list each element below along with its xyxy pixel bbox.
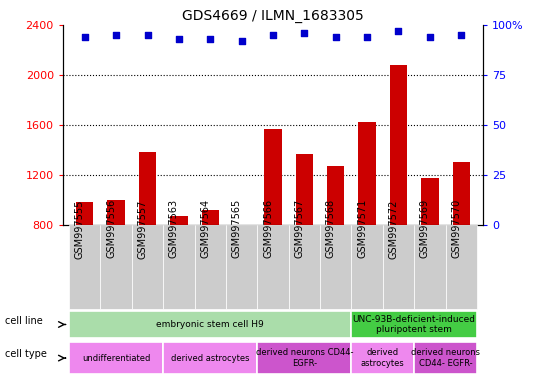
Bar [352,342,414,374]
Bar [327,166,345,225]
Text: GSM997570: GSM997570 [451,199,461,258]
Bar [201,210,219,225]
Bar [446,225,477,309]
Point [206,36,215,42]
Bar [257,342,352,374]
Text: derived neurons
CD44- EGFR-: derived neurons CD44- EGFR- [411,348,480,368]
Text: undifferentiated: undifferentiated [82,354,150,362]
Bar [320,225,352,309]
Point [238,38,246,44]
Bar [132,225,163,309]
Text: GSM997568: GSM997568 [326,199,336,258]
Bar [69,311,352,338]
Bar [453,162,470,225]
Bar [194,225,226,309]
Bar [100,225,132,309]
Text: embryonic stem cell H9: embryonic stem cell H9 [156,320,264,329]
Point [143,32,152,38]
Text: cell line: cell line [5,316,43,326]
Bar [163,225,194,309]
Text: GSM997565: GSM997565 [232,199,242,258]
Bar [170,216,187,225]
Bar [414,342,477,374]
Bar [257,225,289,309]
Bar [296,154,313,225]
Bar [139,152,156,225]
Text: derived
astrocytes: derived astrocytes [361,348,405,368]
Title: GDS4669 / ILMN_1683305: GDS4669 / ILMN_1683305 [182,8,364,23]
Text: GSM997567: GSM997567 [294,199,304,258]
Bar [414,225,446,309]
Text: UNC-93B-deficient-induced
pluripotent stem: UNC-93B-deficient-induced pluripotent st… [353,315,476,334]
Text: GSM997572: GSM997572 [389,199,399,258]
Text: GSM997569: GSM997569 [420,199,430,258]
Text: GSM997555: GSM997555 [75,199,85,258]
Point [300,30,308,36]
Point [269,32,277,38]
Text: GSM997557: GSM997557 [138,199,147,258]
Bar [264,129,282,225]
Point [363,34,371,40]
Point [425,34,434,40]
Bar [359,122,376,225]
Point [394,28,403,34]
Bar [422,179,438,225]
Text: derived astrocytes: derived astrocytes [171,354,250,362]
Bar [289,225,320,309]
Bar [163,342,257,374]
Text: GSM997566: GSM997566 [263,199,273,258]
Bar [226,225,257,309]
Text: GSM997571: GSM997571 [357,199,367,258]
Text: cell type: cell type [5,349,48,359]
Bar [108,200,124,225]
Bar [69,342,163,374]
Bar [352,311,477,338]
Text: GSM997564: GSM997564 [200,199,210,258]
Point [175,36,183,42]
Bar [383,225,414,309]
Bar [76,202,93,225]
Text: GSM997563: GSM997563 [169,199,179,258]
Text: GSM997556: GSM997556 [106,199,116,258]
Point [80,34,89,40]
Point [331,34,340,40]
Bar [233,225,250,226]
Point [112,32,121,38]
Point [457,32,466,38]
Bar [352,225,383,309]
Bar [69,225,100,309]
Text: derived neurons CD44-
EGFR-: derived neurons CD44- EGFR- [256,348,353,368]
Bar [390,65,407,225]
